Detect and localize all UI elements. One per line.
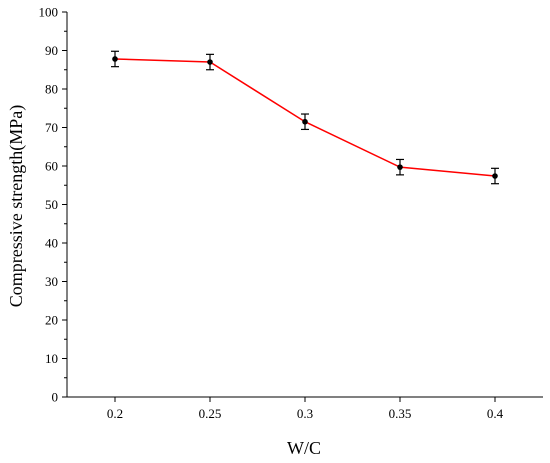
y-tick-label: 50 [45, 197, 58, 212]
x-axis-title: W/C [287, 438, 321, 458]
axes [66, 12, 543, 398]
data-point [397, 164, 403, 170]
x-tick-label: 0.3 [297, 406, 313, 421]
y-axis-title: Compressive strength(MPa) [6, 105, 27, 307]
y-tick-label: 90 [45, 43, 58, 58]
y-tick-label: 30 [45, 274, 58, 289]
y-tick-label: 100 [39, 5, 59, 20]
y-tick-label: 60 [45, 159, 58, 174]
y-tick-label: 40 [45, 236, 58, 251]
series-group [111, 50, 499, 185]
x-axis-ticks: 0.2 0.25 0.3 0.35 0.4 [107, 397, 504, 421]
data-point [492, 173, 498, 179]
y-axis-ticks: 0 10 20 30 40 50 60 70 80 90 100 [39, 5, 67, 405]
x-tick-label: 0.25 [199, 406, 222, 421]
y-tick-label: 10 [45, 351, 58, 366]
y-tick-label: 70 [45, 120, 58, 135]
y-tick-label: 80 [45, 82, 58, 97]
x-tick-label: 0.35 [389, 406, 412, 421]
x-tick-label: 0.4 [487, 406, 504, 421]
data-point [302, 118, 308, 125]
x-tick-label: 0.2 [107, 406, 123, 421]
y-tick-label: 0 [52, 390, 59, 405]
y-tick-label: 20 [45, 313, 58, 328]
data-point [207, 59, 213, 65]
data-point [112, 56, 118, 62]
